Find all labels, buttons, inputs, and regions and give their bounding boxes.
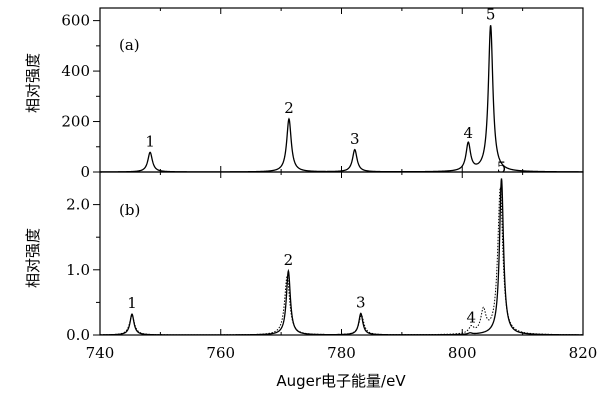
panel-a-ylabel: 相对强度 xyxy=(24,53,42,113)
y-tick-label: 600 xyxy=(61,12,90,30)
peak-label: 3 xyxy=(356,293,366,311)
peak-label: 5 xyxy=(486,6,496,24)
y-tick-label: 400 xyxy=(61,62,90,80)
panel-b-ticks: 740 760 780 800 820 0.0 1.0 2.0 xyxy=(66,171,598,362)
panel-b-ylabel: 相对强度 xyxy=(24,228,42,288)
peak-label: 4 xyxy=(467,308,477,326)
x-tick-label: 800 xyxy=(448,344,477,362)
peak-label: 5 xyxy=(497,159,507,177)
panel-a-frame xyxy=(99,7,584,173)
x-tick-label: 820 xyxy=(569,344,598,362)
y-tick-label: 200 xyxy=(61,113,90,131)
peak-label: 2 xyxy=(284,99,294,117)
solid-spectrum-line xyxy=(100,25,583,173)
x-tick-label: 780 xyxy=(327,344,356,362)
peak-label: 2 xyxy=(284,251,294,269)
y-tick-label: 0.0 xyxy=(66,326,90,344)
y-tick-label: 1.0 xyxy=(66,261,90,279)
x-tick-label: 760 xyxy=(206,344,235,362)
x-tick-label: 740 xyxy=(86,344,115,362)
panel-a-label: (a) xyxy=(119,36,140,54)
solid-spectrum-line xyxy=(100,178,583,336)
y-tick-label: 2.0 xyxy=(66,196,90,214)
peak-label: 1 xyxy=(145,132,155,150)
panel-a: 相对强度 0 200 400 600 (a) 1 2 3 4 5 xyxy=(24,6,584,181)
panel-b-label: (b) xyxy=(119,201,140,219)
panel-a-ticks: 0 200 400 600 xyxy=(61,8,584,181)
y-tick-label: 0 xyxy=(80,163,90,181)
panel-a-curves xyxy=(100,25,583,173)
peak-label: 3 xyxy=(350,130,360,148)
panel-b-peak-labels: 1 2 3 4 5 xyxy=(127,159,506,327)
panel-b-frame xyxy=(99,171,584,336)
panel-b-curves xyxy=(100,178,583,336)
dotted-spectrum-line xyxy=(100,187,583,336)
x-axis-title: Auger电子能量/eV xyxy=(276,372,406,390)
peak-label: 4 xyxy=(464,124,474,142)
peak-label: 1 xyxy=(127,294,137,312)
panel-a-peak-labels: 1 2 3 4 5 xyxy=(145,6,495,151)
